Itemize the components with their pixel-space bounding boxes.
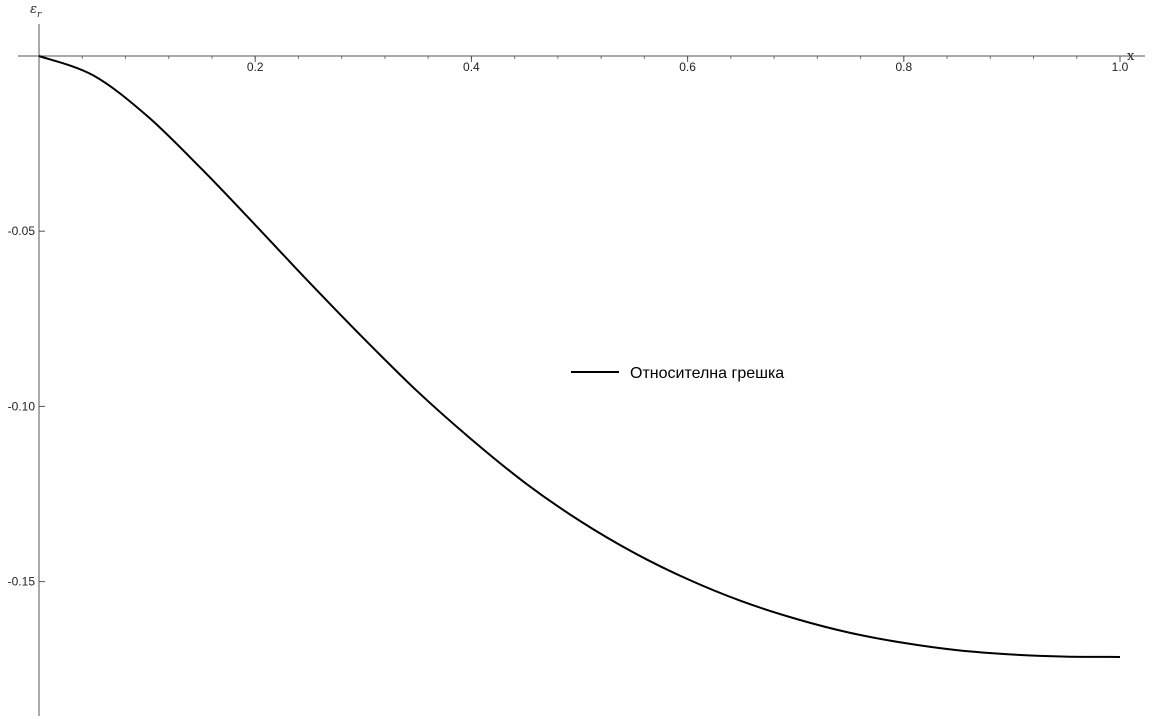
relative-error-line xyxy=(38,55,1121,658)
y-tick-label: -0.15 xyxy=(8,575,36,589)
legend-label: Относителна грешка xyxy=(630,365,784,382)
y-tick-label: -0.10 xyxy=(8,399,36,413)
x-axis-ticks: 0.2 0.4 0.6 0.8 1.0 xyxy=(247,56,1129,74)
y-axis-label-main: ε xyxy=(30,2,37,17)
y-tick-label: -0.05 xyxy=(8,224,36,238)
x-tick-label: 0.2 xyxy=(247,60,264,74)
y-axis-ticks: -0.05 -0.10 -0.15 xyxy=(8,224,45,589)
y-axis-label: εr xyxy=(30,2,42,20)
y-axis-label-sub: r xyxy=(37,10,42,20)
x-axis-label: x xyxy=(1127,49,1135,64)
x-tick-label: 0.4 xyxy=(463,60,480,74)
legend: Относителна грешка xyxy=(571,365,784,382)
x-tick-label: 1.0 xyxy=(1112,60,1129,74)
x-tick-label: 0.6 xyxy=(679,60,696,74)
x-tick-label: 0.8 xyxy=(895,60,912,74)
